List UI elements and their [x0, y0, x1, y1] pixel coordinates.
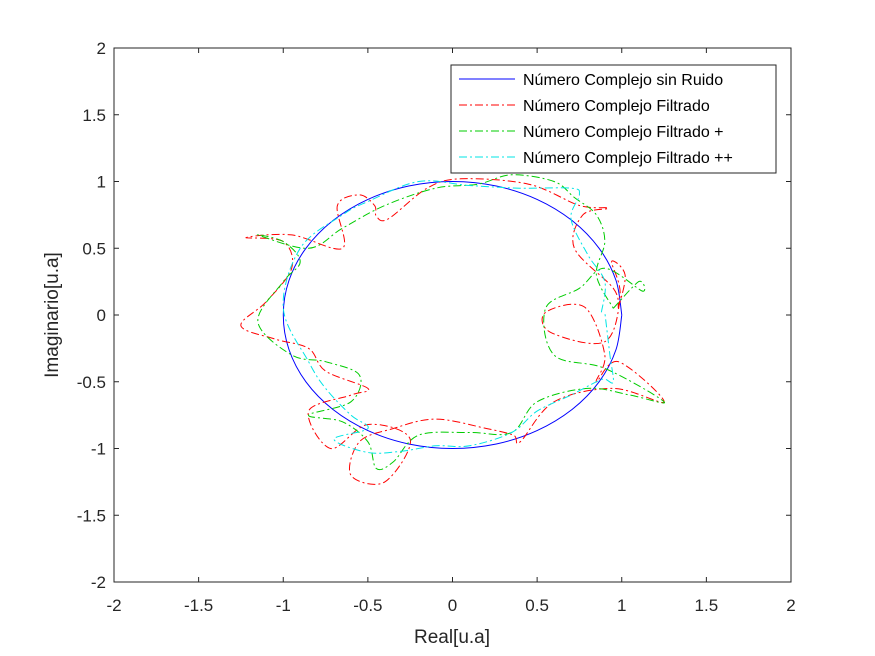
- y-axis-label: Imaginario[u.a]: [42, 252, 63, 378]
- x-tick-label: -0.5: [353, 596, 382, 615]
- x-axis-label: Real[u.a]: [414, 627, 490, 648]
- y-tick-label: -2: [91, 573, 106, 592]
- x-tick-label: -1.5: [184, 596, 213, 615]
- series-line-numero-complejo-sin-ruido: [282, 180, 623, 450]
- x-tick-label: -2: [106, 596, 121, 615]
- y-tick-label: -0.5: [77, 373, 106, 392]
- y-tick-label: 1: [97, 173, 106, 192]
- legend: Número Complejo sin Ruido Número Complej…: [450, 64, 777, 174]
- x-tick-label: 0.5: [525, 596, 549, 615]
- x-tick-label: 1: [617, 596, 626, 615]
- y-tick-label: 0: [97, 306, 106, 325]
- x-tick-label: 2: [786, 596, 795, 615]
- tick-labels-layer: -2 -1.5 -1 -0.5 0 0.5 1 1.5 2 2 1.5 1 0.5 0 -0.5 -1 -1.5…: [77, 39, 796, 615]
- series-layer: [240, 174, 665, 485]
- axes-box: [113, 47, 792, 583]
- y-tick-label: -1.5: [77, 506, 106, 525]
- y-tick-label: 1.5: [82, 106, 106, 125]
- y-tick-label: 2: [97, 39, 106, 58]
- legend-entry-filtrado: Número Complejo Filtrado: [459, 98, 710, 115]
- legend-entry-sin-ruido: Número Complejo sin Ruido: [459, 72, 723, 89]
- legend-label-filtrado-plusplus: Número Complejo Filtrado ++: [523, 150, 733, 167]
- series-line-numero-complejo-filtrado: [240, 178, 665, 485]
- legend-entry-filtrado-plus: Número Complejo Filtrado +: [459, 124, 724, 141]
- x-tick-label: 1.5: [695, 596, 719, 615]
- y-tick-label: 0.5: [82, 239, 106, 258]
- legend-label-sin-ruido: Número Complejo sin Ruido: [523, 72, 723, 89]
- series-line-numero-complejo-filtrado-plus: [256, 174, 665, 471]
- x-tick-label: -1: [276, 596, 291, 615]
- y-tick-label: -1: [91, 440, 106, 459]
- legend-box: [450, 64, 777, 174]
- x-tick-label: 0: [448, 596, 457, 615]
- legend-label-filtrado: Número Complejo Filtrado: [523, 98, 710, 115]
- legend-label-filtrado-plus: Número Complejo Filtrado +: [523, 124, 724, 141]
- legend-entry-filtrado-plusplus: Número Complejo Filtrado ++: [459, 150, 733, 167]
- series-line-numero-complejo-filtrado-plusplus: [282, 180, 614, 454]
